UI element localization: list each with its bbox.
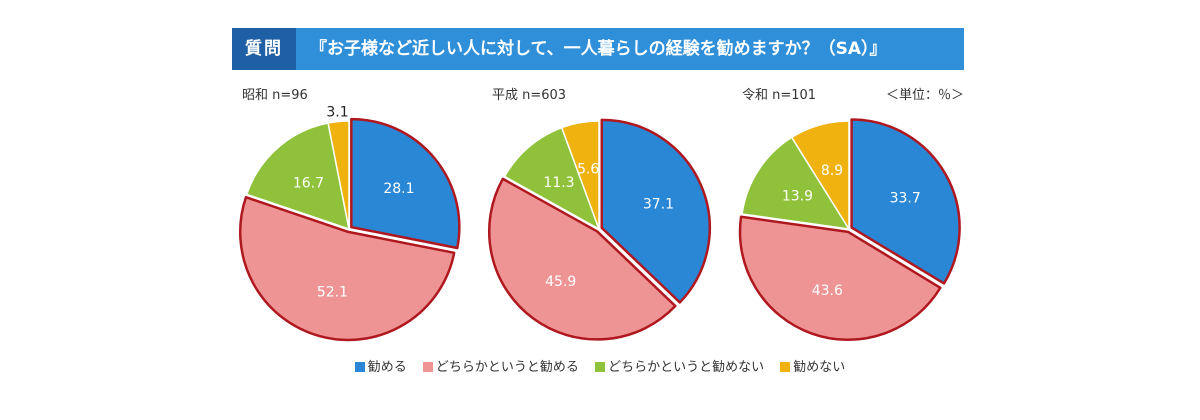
unit-label: ＜単位：％＞ xyxy=(886,88,965,103)
slice-heisei-somewhat-recommend xyxy=(488,177,677,341)
value-label-reiwa-somewhat-not-recommend: 13.9 xyxy=(782,189,813,205)
slice-heisei-recommend xyxy=(600,118,712,304)
value-label-showa-somewhat-not-recommend: 16.7 xyxy=(293,176,324,192)
chart-title-reiwa: 令和 n=101 xyxy=(742,88,817,103)
value-label-showa-recommend: 28.1 xyxy=(383,181,414,197)
value-label-heisei-somewhat-not-recommend: 11.3 xyxy=(543,175,574,191)
value-label-heisei-somewhat-recommend: 45.9 xyxy=(545,274,576,290)
pie-charts: 28.1 52.1 16.7 3.1 37.1 45.9 11.35.6 33.7 43.6 13… xyxy=(238,105,961,342)
value-label-reiwa-not-recommend: 8.9 xyxy=(821,163,843,179)
slice-reiwa-recommend xyxy=(850,118,961,285)
slice-showa-somewhat-recommend xyxy=(238,195,456,342)
chart-title-showa: 昭和 n=96 xyxy=(242,88,308,103)
legend-swatch xyxy=(422,362,433,372)
legend-swatch xyxy=(780,362,791,372)
legend-swatch xyxy=(595,362,606,372)
question-text: 『お子様など近しい人に対して、一人暮らしの経験を勧めますか？（SA）』 xyxy=(310,39,887,59)
value-label-showa-somewhat-recommend: 52.1 xyxy=(317,284,348,300)
value-label-heisei-recommend: 37.1 xyxy=(643,197,674,213)
legend-item-somewhat-recommend: どちらかというと勧める xyxy=(422,356,579,375)
legend-swatch xyxy=(354,362,365,372)
chart-title-heisei: 平成 n=603 xyxy=(492,88,567,103)
value-label-showa-not-recommend: 3.1 xyxy=(326,105,348,121)
value-label-heisei-not-recommend: 5.6 xyxy=(577,161,599,177)
value-label-reiwa-recommend: 33.7 xyxy=(890,190,921,206)
slice-showa-somewhat-not-recommend xyxy=(245,122,350,230)
slice-reiwa-somewhat-recommend xyxy=(738,215,942,342)
slice-heisei-somewhat-not-recommend xyxy=(503,126,600,230)
legend-item-somewhat-not-recommend: どちらかというと勧めない xyxy=(595,356,764,375)
question-banner: 質問 『お子様など近しい人に対して、一人暮らしの経験を勧めますか？（SA）』 xyxy=(232,28,964,70)
slice-heisei-not-recommend xyxy=(560,120,600,230)
slice-reiwa-not-recommend xyxy=(791,120,850,230)
value-label-reiwa-somewhat-recommend: 43.6 xyxy=(812,283,843,299)
slice-reiwa-somewhat-not-recommend xyxy=(741,136,850,230)
legend: 勧める どちらかというと勧める どちらかというと勧めない 勧めない xyxy=(0,356,1200,375)
slice-showa-recommend xyxy=(350,117,461,250)
legend-item-recommend: 勧める xyxy=(354,356,407,375)
legend-item-not-recommend: 勧めない xyxy=(780,356,845,375)
question-tag: 質問 xyxy=(232,28,296,70)
slice-showa-not-recommend xyxy=(327,120,350,230)
